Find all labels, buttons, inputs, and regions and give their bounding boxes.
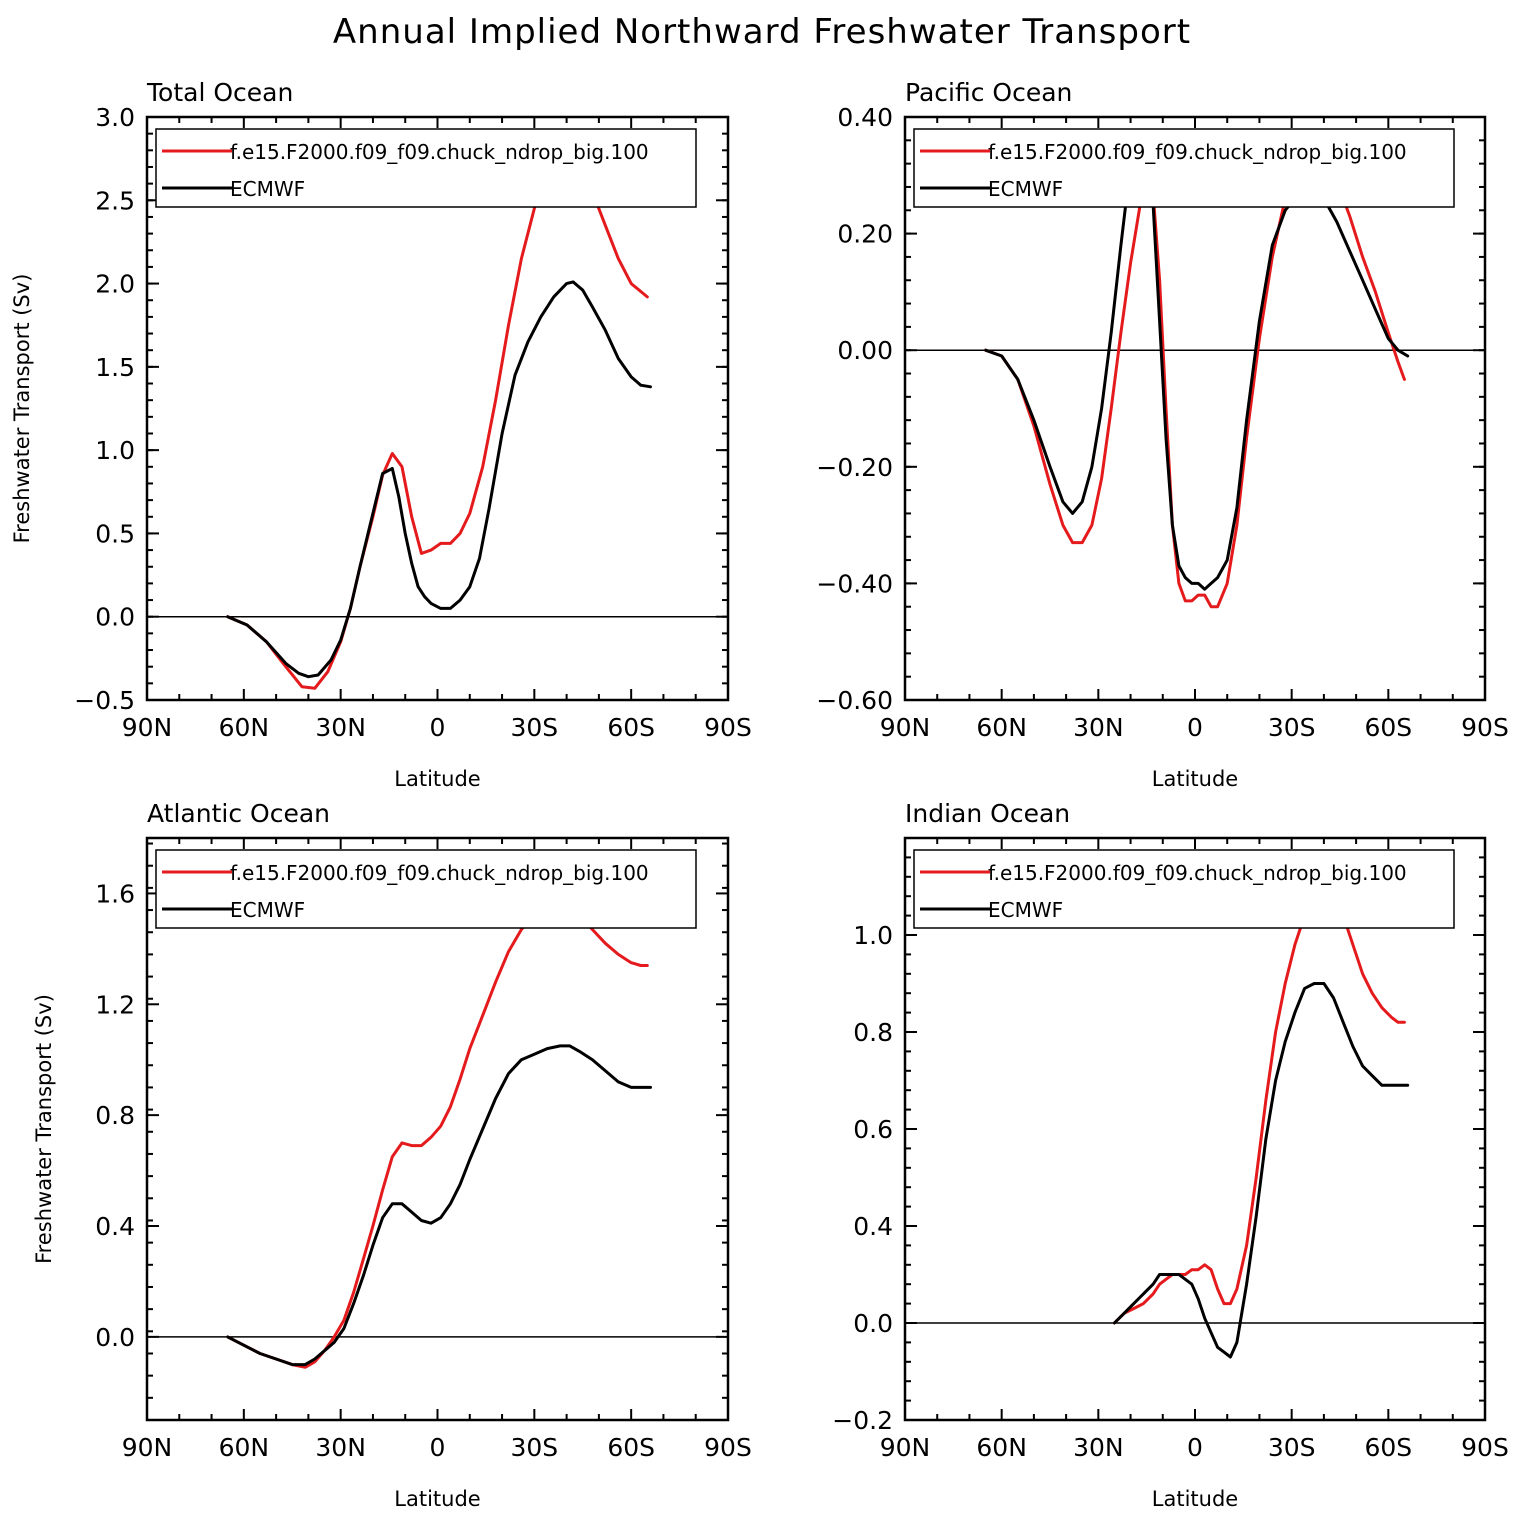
legend-box-indian bbox=[913, 849, 1455, 929]
y-tick-label-pacific: −0.60 bbox=[816, 686, 893, 715]
legend-label-total: f.e15.F2000.f09_f09.chuck_ndrop_big.100 bbox=[230, 140, 649, 164]
y-tick-label-total: 0.0 bbox=[95, 603, 135, 632]
y-tick-label-pacific: 0.00 bbox=[837, 336, 893, 365]
panel-atlantic: Atlantic Ocean 90N 60N 30N 0 30S 60S 90S 0.0 0.4 0… bbox=[32, 799, 752, 1511]
x-axis-label-total: Latitude bbox=[394, 767, 480, 791]
y-tick-label-total: 3.0 bbox=[95, 103, 135, 132]
legend-total: f.e15.F2000.f09_f09.chuck_ndrop_big.100 E… bbox=[155, 128, 697, 208]
x-tick-label-pacific: 0 bbox=[1187, 713, 1203, 742]
x-tick-label-atlantic: 90S bbox=[704, 1433, 752, 1462]
legend-box-atlantic bbox=[155, 849, 697, 929]
figure-title: Annual Implied Northward Freshwater Tran… bbox=[332, 12, 1192, 52]
legend-atlantic: f.e15.F2000.f09_f09.chuck_ndrop_big.100 E… bbox=[155, 849, 697, 929]
y-tick-label-atlantic: 1.6 bbox=[95, 879, 135, 908]
x-tick-label-pacific: 90S bbox=[1461, 713, 1509, 742]
y-axis-label-total: Freshwater Transport (Sv) bbox=[10, 274, 34, 544]
x-tick-label-pacific: 60N bbox=[976, 713, 1027, 742]
x-tick-label-total: 60S bbox=[607, 713, 655, 742]
legend-label-pacific: ECMWF bbox=[988, 177, 1063, 201]
y-tick-label-total: 1.5 bbox=[95, 353, 135, 382]
y-tick-label-atlantic: 0.0 bbox=[95, 1323, 135, 1352]
y-tick-label-indian: 0.4 bbox=[853, 1212, 893, 1241]
legend-box-total bbox=[155, 128, 697, 208]
legend-label-indian: ECMWF bbox=[988, 898, 1063, 922]
x-tick-label-atlantic: 30N bbox=[315, 1433, 366, 1462]
y-tick-label-total: 1.0 bbox=[95, 436, 135, 465]
y-tick-label-atlantic: 0.8 bbox=[95, 1101, 135, 1130]
y-tick-label-total: 2.0 bbox=[95, 270, 135, 299]
x-tick-label-indian: 90S bbox=[1461, 1433, 1509, 1462]
x-tick-label-total: 30S bbox=[510, 713, 558, 742]
x-tick-label-pacific: 30N bbox=[1073, 713, 1124, 742]
legend-pacific: f.e15.F2000.f09_f09.chuck_ndrop_big.100 E… bbox=[913, 128, 1455, 208]
y-tick-label-atlantic: 0.4 bbox=[95, 1212, 135, 1241]
y-tick-label-pacific: −0.40 bbox=[816, 569, 893, 598]
series-line-indian-ecmwf bbox=[1112, 982, 1410, 1359]
y-tick-label-total: 0.5 bbox=[95, 519, 135, 548]
panel-title-total: Total Ocean bbox=[146, 78, 293, 107]
legend-label-indian: f.e15.F2000.f09_f09.chuck_ndrop_big.100 bbox=[988, 861, 1407, 885]
y-tick-label-pacific: 0.40 bbox=[837, 103, 893, 132]
x-tick-label-total: 30N bbox=[315, 713, 366, 742]
series-line-total-model bbox=[226, 155, 649, 690]
x-tick-label-atlantic: 30S bbox=[510, 1433, 558, 1462]
series-line-indian-model bbox=[1112, 889, 1406, 1325]
y-tick-label-indian: 0.0 bbox=[853, 1309, 893, 1338]
x-tick-label-indian: 0 bbox=[1187, 1433, 1203, 1462]
series-line-atlantic-model bbox=[226, 903, 649, 1369]
x-tick-label-pacific: 90N bbox=[880, 713, 931, 742]
y-tick-label-indian: −0.2 bbox=[832, 1406, 893, 1435]
x-tick-label-total: 90N bbox=[122, 713, 173, 742]
y-tick-label-total: −0.5 bbox=[74, 686, 135, 715]
x-axis-label-indian: Latitude bbox=[1152, 1487, 1238, 1511]
panel-title-pacific: Pacific Ocean bbox=[905, 78, 1072, 107]
x-tick-label-pacific: 30S bbox=[1268, 713, 1316, 742]
series-line-atlantic-ecmwf bbox=[226, 1044, 652, 1367]
panel-indian: Indian Ocean 90N 60N 30N 0 30S 60S 90S −0.2 0.0 0.… bbox=[832, 799, 1509, 1511]
panel-title-indian: Indian Ocean bbox=[905, 799, 1070, 828]
legend-label-pacific: f.e15.F2000.f09_f09.chuck_ndrop_big.100 bbox=[988, 140, 1407, 164]
x-tick-label-indian: 60S bbox=[1364, 1433, 1412, 1462]
panel-pacific: Pacific Ocean 90N 60N 30N 0 30S 60S 90S −0.60 −0.… bbox=[816, 78, 1508, 791]
y-tick-label-indian: 0.8 bbox=[853, 1018, 893, 1047]
x-tick-label-atlantic: 60S bbox=[607, 1433, 655, 1462]
x-tick-label-atlantic: 60N bbox=[219, 1433, 270, 1462]
y-tick-label-indian: 1.0 bbox=[853, 921, 893, 950]
legend-indian: f.e15.F2000.f09_f09.chuck_ndrop_big.100 E… bbox=[913, 849, 1455, 929]
y-axis-label-atlantic: Freshwater Transport (Sv) bbox=[32, 994, 56, 1264]
x-tick-label-total: 60N bbox=[219, 713, 270, 742]
y-tick-label-pacific: −0.20 bbox=[816, 453, 893, 482]
x-tick-label-indian: 30N bbox=[1073, 1433, 1124, 1462]
legend-label-atlantic: ECMWF bbox=[230, 898, 305, 922]
x-tick-label-total: 0 bbox=[430, 713, 446, 742]
x-tick-label-atlantic: 90N bbox=[122, 1433, 173, 1462]
x-tick-label-pacific: 60S bbox=[1364, 713, 1412, 742]
series-line-total-ecmwf bbox=[226, 280, 652, 679]
y-tick-label-atlantic: 1.2 bbox=[95, 990, 135, 1019]
x-tick-label-total: 90S bbox=[704, 713, 752, 742]
y-tick-label-indian: 0.6 bbox=[853, 1115, 893, 1144]
x-axis-label-atlantic: Latitude bbox=[394, 1487, 480, 1511]
y-tick-label-pacific: 0.20 bbox=[837, 220, 893, 249]
x-tick-label-indian: 60N bbox=[976, 1433, 1027, 1462]
legend-label-atlantic: f.e15.F2000.f09_f09.chuck_ndrop_big.100 bbox=[230, 861, 649, 885]
panel-total: Total Ocean 90N 60N 30N 0 30S 60S 90S −0.5 0.0 0.5… bbox=[10, 78, 752, 791]
x-tick-label-indian: 30S bbox=[1268, 1433, 1316, 1462]
x-tick-label-indian: 90N bbox=[880, 1433, 931, 1462]
x-axis-label-pacific: Latitude bbox=[1152, 767, 1238, 791]
panel-title-atlantic: Atlantic Ocean bbox=[147, 799, 330, 828]
legend-box-pacific bbox=[913, 128, 1455, 208]
x-tick-label-atlantic: 0 bbox=[430, 1433, 446, 1462]
y-tick-label-total: 2.5 bbox=[95, 186, 135, 215]
legend-label-total: ECMWF bbox=[230, 177, 305, 201]
